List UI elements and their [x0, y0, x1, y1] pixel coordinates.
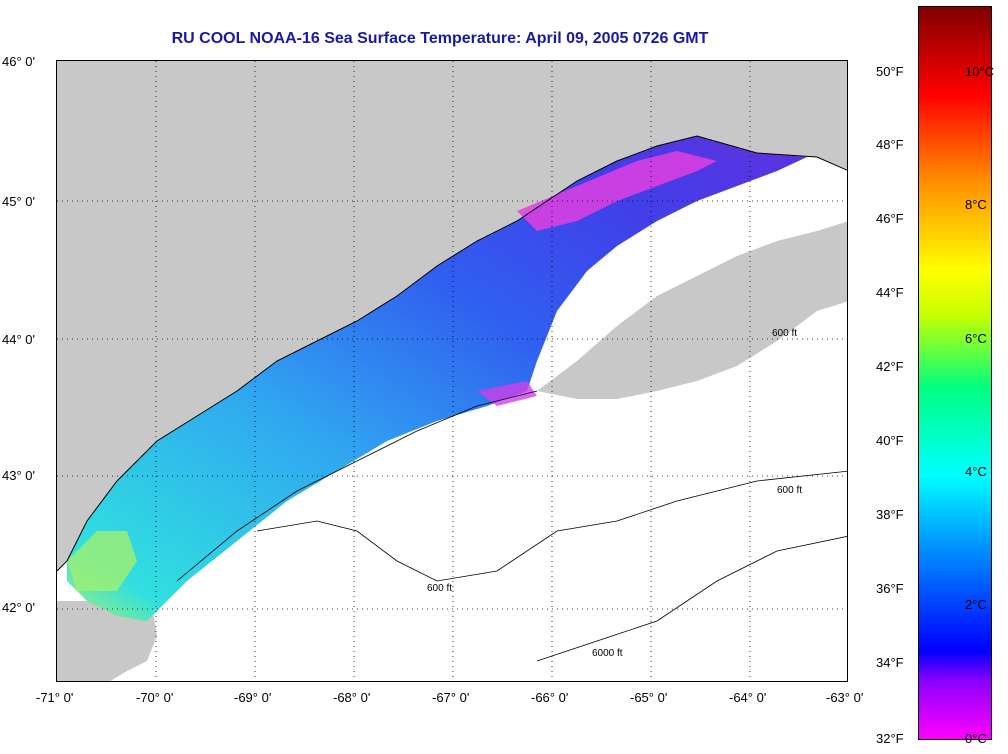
- contour-600ft-2: [256, 470, 847, 582]
- lon-label: -69° 0': [234, 690, 272, 705]
- map-canvas: 600 ft 600 ft 600 ft 6000 ft: [57, 61, 847, 681]
- contour-label: 600 ft: [427, 583, 452, 594]
- colorbar-f-label: 34°F: [876, 655, 904, 670]
- land-nova-scotia: [537, 221, 847, 399]
- colorbar-f-label: 48°F: [876, 137, 904, 152]
- sst-cold-patch: [517, 151, 717, 231]
- colorbar-c-label: 4°C: [965, 464, 987, 479]
- colorbar-f-label: 32°F: [876, 731, 904, 746]
- colorbar-f-label: 46°F: [876, 211, 904, 226]
- temperature-colorbar: [918, 6, 992, 740]
- colorbar-c-label: 0°C: [965, 731, 987, 746]
- colorbar-c-label: 8°C: [965, 197, 987, 212]
- colorbar-f-label: 38°F: [876, 507, 904, 522]
- contour-label-deep: 6000 ft: [592, 648, 623, 659]
- colorbar-f-label: 44°F: [876, 285, 904, 300]
- lat-label: 43° 0': [2, 468, 35, 483]
- sst-swath: [67, 136, 807, 621]
- lon-label: -68° 0': [333, 690, 371, 705]
- contour-label: 600 ft: [777, 485, 802, 496]
- sst-cold-patch-south: [477, 381, 537, 406]
- contour-600ft: [176, 390, 538, 582]
- colorbar-f-label: 50°F: [876, 64, 904, 79]
- graticule: [57, 61, 847, 681]
- coastline: [57, 135, 847, 572]
- lon-label: -64° 0': [729, 690, 767, 705]
- lon-label: -66° 0': [531, 690, 569, 705]
- colorbar-gradient: [919, 7, 991, 739]
- colorbar-f-label: 36°F: [876, 581, 904, 596]
- lat-label: 42° 0': [2, 600, 35, 615]
- lon-label: -67° 0': [432, 690, 470, 705]
- colorbar-c-label: 10°C: [965, 64, 995, 79]
- contour-label: 600 ft: [772, 328, 797, 339]
- sst-map[interactable]: 600 ft 600 ft 600 ft 6000 ft: [56, 60, 848, 682]
- land-mainland: [57, 61, 847, 571]
- colorbar-c-label: 2°C: [965, 597, 987, 612]
- lon-label: -70° 0': [136, 690, 174, 705]
- map-title: RU COOL NOAA-16 Sea Surface Temperature:…: [171, 30, 709, 47]
- lon-label: -63° 0': [826, 690, 864, 705]
- lat-label: 45° 0': [2, 194, 35, 209]
- colorbar-c-label: 6°C: [965, 331, 987, 346]
- lon-label: -71° 0': [36, 690, 74, 705]
- lon-label: -65° 0': [630, 690, 668, 705]
- lat-label: 44° 0': [2, 332, 35, 347]
- colorbar-f-label: 40°F: [876, 433, 904, 448]
- colorbar-f-label: 42°F: [876, 359, 904, 374]
- contour-6000ft: [536, 536, 847, 662]
- sst-warm-patch: [67, 531, 137, 591]
- lat-label: 46° 0': [2, 54, 35, 69]
